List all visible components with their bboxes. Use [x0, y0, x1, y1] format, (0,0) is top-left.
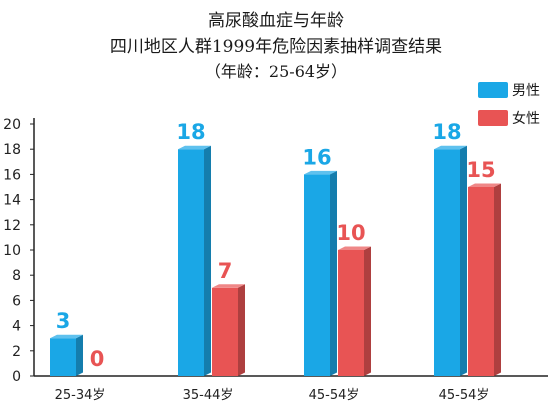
legend-label-female: 女性: [512, 111, 540, 127]
y-tick-label: 8: [12, 268, 21, 284]
bar: [212, 287, 238, 376]
legend-swatch-male: [478, 82, 508, 98]
bar: [50, 338, 76, 376]
bar: [434, 149, 460, 376]
data-label: 0: [90, 347, 105, 371]
bar-top: [304, 170, 337, 175]
data-label: 16: [302, 145, 331, 169]
y-tick-label: 12: [3, 218, 21, 234]
legend-label-male: 男性: [512, 83, 540, 99]
bar-side: [330, 170, 337, 376]
chart-subtitle-age: （年龄：25-64岁）: [204, 62, 348, 81]
legend-item-female: 女性: [478, 108, 540, 128]
y-tick-label: 4: [12, 319, 21, 335]
x-tick-label: 45-54岁: [309, 388, 360, 403]
y-tick-label: 0: [12, 369, 21, 385]
y-tick-label: 2: [12, 344, 21, 360]
bar: [468, 187, 494, 376]
bar-top: [338, 246, 371, 250]
y-tick-label: 18: [3, 142, 21, 158]
bar-side: [204, 145, 211, 376]
chart-title: 高尿酸血症与年龄: [208, 11, 344, 31]
data-label: 15: [466, 158, 495, 182]
y-tick-label: 16: [3, 167, 21, 183]
bar-top: [434, 145, 467, 150]
y-tick-label: 10: [3, 243, 21, 259]
bar: [338, 250, 364, 376]
data-label: 7: [218, 259, 233, 283]
y-tick-label: 6: [12, 293, 21, 309]
legend-swatch-female: [478, 110, 508, 126]
bar-top: [178, 145, 211, 150]
bar-side: [460, 145, 467, 376]
bar-top: [468, 183, 501, 187]
chart-subtitle: 四川地区人群1999年危险因素抽样调查结果: [109, 37, 443, 57]
bar-side: [76, 334, 83, 376]
bar-top: [212, 284, 245, 288]
data-label: 10: [336, 221, 365, 245]
data-label: 3: [56, 309, 71, 333]
x-tick-label: 45-54岁: [439, 388, 490, 403]
x-tick-label: 35-44岁: [183, 388, 234, 403]
bar-side: [364, 246, 371, 376]
x-tick-label: 25-34岁: [55, 388, 106, 403]
bar-side: [238, 284, 245, 376]
bar: [178, 149, 204, 376]
data-label: 18: [432, 120, 461, 144]
bar-side: [494, 183, 501, 376]
y-tick-label: 20: [3, 117, 21, 133]
bar: [304, 174, 330, 376]
y-tick-label: 14: [3, 193, 21, 209]
legend-item-male: 男性: [478, 80, 540, 100]
data-label: 18: [176, 120, 205, 144]
bar-top: [50, 334, 83, 339]
